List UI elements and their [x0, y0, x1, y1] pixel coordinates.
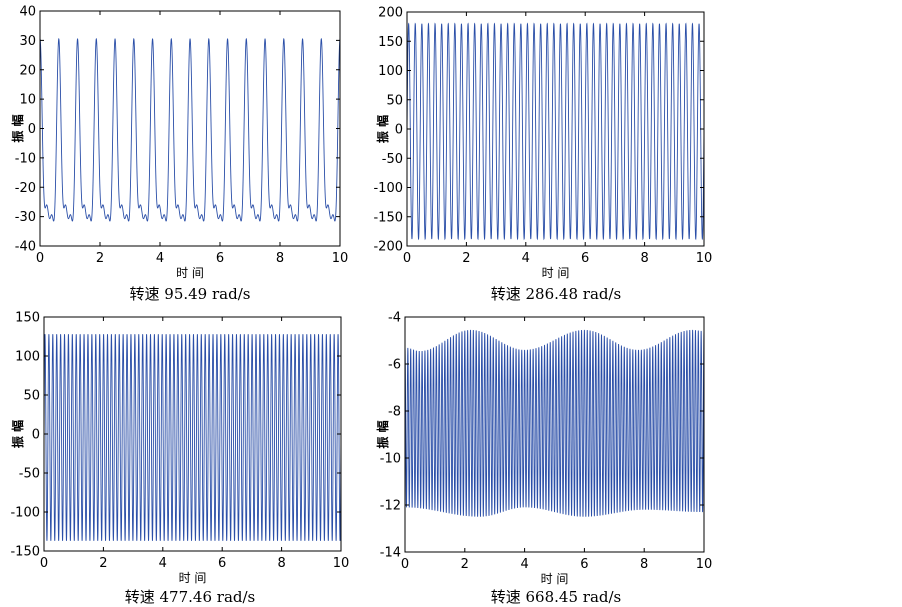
x-tick-label: 4: [159, 556, 167, 571]
subplot-4-caption: 转速 668.45 rad/s: [490, 588, 622, 606]
y-axis-label: 振 幅: [375, 420, 390, 448]
y-tick-label: -150: [10, 545, 40, 560]
x-tick-label: 0: [403, 251, 411, 266]
x-tick-label: 10: [333, 556, 350, 571]
y-tick-label: 0: [28, 122, 36, 137]
subplot-1-caption: 转速 95.49 rad/s: [129, 285, 251, 303]
x-axis-label: 时 间: [542, 266, 570, 280]
series-line: [407, 22, 704, 241]
y-tick-label: -10: [380, 452, 401, 467]
x-tick-label: 2: [461, 557, 469, 572]
y-tick-label: 0: [395, 123, 403, 138]
y-tick-label: -12: [380, 499, 401, 514]
series-line: [40, 37, 340, 222]
y-tick-label: 20: [19, 63, 36, 78]
plot-frame: [39, 10, 341, 247]
x-axis-label: 时 间: [541, 572, 569, 586]
y-tick-label: 10: [19, 93, 36, 108]
x-tick-label: 10: [696, 251, 713, 266]
x-tick-label: 4: [156, 251, 164, 266]
series-line: [405, 329, 704, 517]
x-tick-label: 4: [522, 251, 530, 266]
y-tick-label: -4: [388, 311, 401, 326]
x-tick-label: 0: [36, 251, 44, 266]
x-axis-label: 时 间: [176, 266, 204, 280]
x-tick-label: 6: [216, 251, 224, 266]
y-axis-label: 振 幅: [10, 420, 25, 448]
y-tick-label: 30: [19, 34, 36, 49]
y-tick-label: 50: [386, 93, 403, 108]
y-tick-label: -20: [15, 181, 36, 196]
subplot-3-caption: 转速 477.46 rad/s: [124, 588, 256, 606]
y-tick-label: 150: [15, 311, 40, 326]
y-tick-label: -14: [380, 546, 401, 561]
series-line: [44, 334, 341, 541]
x-tick-label: 6: [580, 557, 588, 572]
x-tick-label: 10: [696, 557, 713, 572]
x-tick-label: 8: [640, 251, 648, 266]
subplot-4: 0 2 4 6 8 10 -4 -6 -8 -10 -12 -14 时 间 振 幅: [375, 311, 712, 587]
y-tick-label: 150: [378, 35, 403, 50]
y-tick-label: 100: [378, 64, 403, 79]
x-tick-label: 8: [640, 557, 648, 572]
y-tick-label: -40: [15, 240, 36, 255]
x-tick-label: 2: [96, 251, 104, 266]
y-tick-label: -10: [15, 151, 36, 166]
subplot-2: 0 2 4 6 8 10 200 150 100 50 0 -50 -100 -150 -200 时 间 振 幅: [373, 6, 712, 281]
x-tick-label: 8: [277, 556, 285, 571]
y-tick-label: -50: [382, 152, 403, 167]
x-tick-label: 10: [332, 251, 349, 266]
x-tick-label: 2: [99, 556, 107, 571]
subplot-1: 0 2 4 6 8 10 40 30 20 10 0 -10 -20 -30 -40 时 间 振 幅: [10, 5, 348, 281]
x-tick-label: 6: [218, 556, 226, 571]
subplot-3: 0 2 4 6 8 10 150 100 50 0 -50 -100 -150 时 间 振 幅: [10, 311, 349, 586]
y-tick-label: 200: [378, 6, 403, 21]
x-tick-label: 2: [462, 251, 470, 266]
y-tick-label: -30: [15, 210, 36, 225]
y-tick-label: 0: [32, 428, 40, 443]
y-tick-label: 40: [19, 5, 36, 20]
y-tick-label: 50: [23, 389, 40, 404]
y-tick-label: 100: [15, 350, 40, 365]
y-tick-label: -200: [373, 240, 403, 255]
x-axis-label: 时 间: [179, 571, 207, 585]
y-tick-label: -8: [388, 405, 401, 420]
y-tick-label: -6: [388, 358, 401, 373]
x-tick-label: 4: [520, 557, 528, 572]
y-axis-label: 振 幅: [10, 114, 25, 142]
x-tick-label: 8: [276, 251, 284, 266]
plot-frame: [404, 316, 705, 553]
y-tick-label: -100: [373, 181, 403, 196]
y-tick-label: -50: [19, 467, 40, 482]
subplot-2-caption: 转速 286.48 rad/s: [490, 285, 622, 303]
y-tick-label: -150: [373, 210, 403, 225]
x-tick-label: 0: [401, 557, 409, 572]
x-tick-label: 6: [581, 251, 589, 266]
y-tick-label: -100: [10, 506, 40, 521]
x-tick-label: 0: [40, 556, 48, 571]
y-axis-label: 振 幅: [375, 115, 390, 143]
